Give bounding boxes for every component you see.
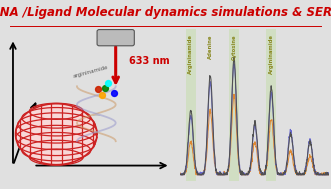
Text: Argininamide: Argininamide (269, 34, 274, 74)
Text: argininamide: argininamide (72, 65, 109, 79)
Bar (229, 29, 239, 181)
Bar (186, 29, 196, 181)
Point (112, 91, 117, 94)
FancyBboxPatch shape (97, 29, 134, 46)
Text: 633 nm: 633 nm (129, 56, 170, 66)
Point (103, 86, 108, 89)
Bar (266, 29, 276, 181)
Text: Argininamide: Argininamide (188, 34, 193, 74)
Point (100, 94, 105, 97)
Text: Adenine: Adenine (208, 34, 213, 59)
Text: DNA /Ligand Molecular dynamics simulations & SERS: DNA /Ligand Molecular dynamics simulatio… (0, 6, 331, 19)
Point (95, 87, 101, 90)
Text: Cytosine: Cytosine (231, 34, 237, 60)
Point (106, 81, 111, 84)
Polygon shape (16, 104, 97, 165)
